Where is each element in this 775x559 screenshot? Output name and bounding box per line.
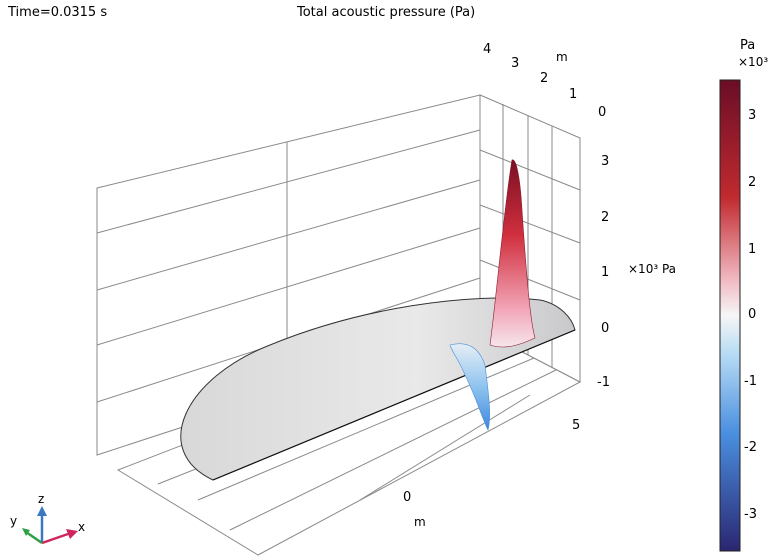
z-axis-label: ×10³ Pa [628, 262, 676, 276]
triad-z-label: z [38, 492, 45, 506]
colorbar-tick-0: 0 [748, 307, 757, 322]
z-tick-neg1: -1 [597, 375, 610, 390]
y-axis-label: m [556, 50, 568, 64]
z-tick-0: 0 [601, 321, 610, 336]
colorbar-tick-neg3: -3 [744, 507, 757, 522]
pressure-surface [180, 159, 576, 481]
colorbar-unit: Pa [740, 38, 756, 53]
y-tick-4: 4 [483, 42, 492, 57]
y-tick-1: 1 [569, 87, 578, 102]
colorbar-tick-2: 2 [748, 175, 757, 190]
colorbar-tick-neg2: -2 [744, 440, 757, 455]
colorbar-scale: ×10³ [738, 55, 769, 69]
x-axis-label: m [414, 515, 426, 529]
time-label: Time=0.0315 s [8, 5, 108, 20]
triad-x-axis [41, 532, 69, 545]
axis-triad [22, 506, 78, 545]
y-tick-0: 0 [598, 105, 607, 120]
y-tick-3: 3 [511, 56, 520, 71]
x-tick-5: 5 [572, 418, 581, 433]
colorbar-tick-3: 3 [748, 108, 757, 123]
colorbar [719, 79, 741, 552]
z-tick-2: 2 [601, 210, 610, 225]
x-tick-0: 0 [403, 490, 412, 505]
triad-y-axis [25, 530, 43, 545]
y-tick-2: 2 [540, 71, 549, 86]
z-tick-3: 3 [601, 154, 610, 169]
triad-x-label: x [78, 520, 86, 534]
plot-title: Total acoustic pressure (Pa) [297, 5, 476, 20]
colorbar-tick-1: 1 [748, 242, 757, 257]
colorbar-tick-neg1: -1 [744, 374, 757, 389]
z-tick-1: 1 [601, 265, 610, 280]
triad-y-label: y [10, 514, 18, 528]
